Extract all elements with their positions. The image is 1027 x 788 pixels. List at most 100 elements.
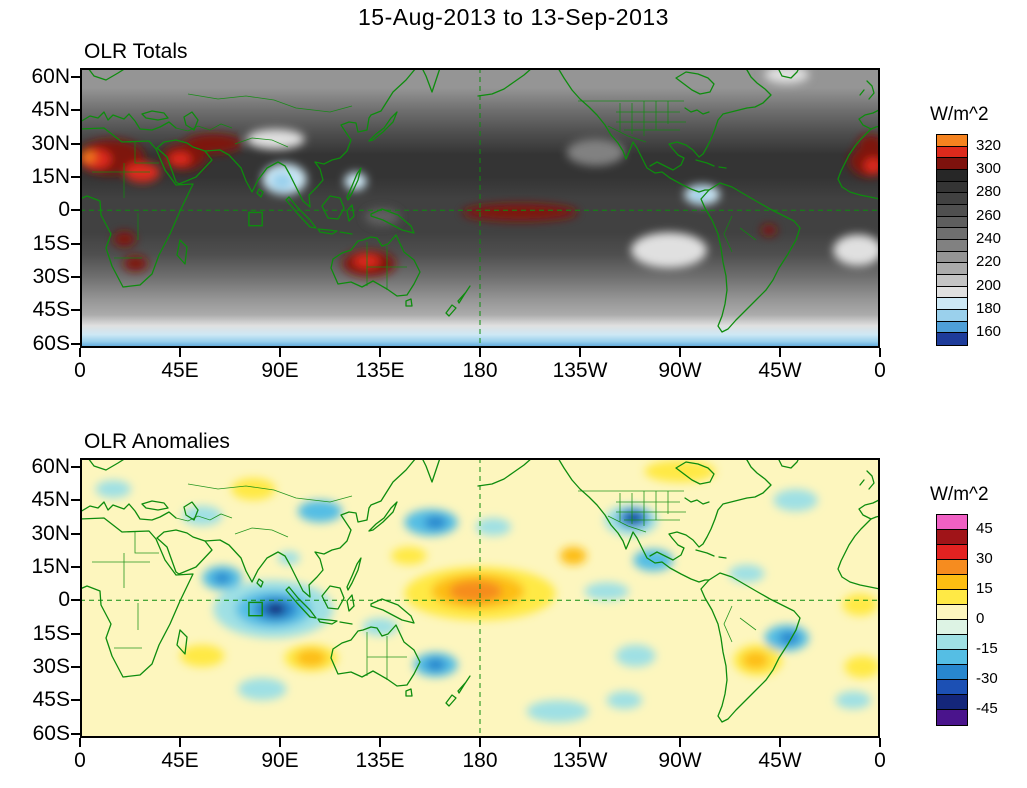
y-tick-mark <box>71 75 80 78</box>
colorbar-segment <box>937 309 967 322</box>
x-tick-mark <box>779 348 781 357</box>
x-tick-label: 0 <box>74 359 86 382</box>
x-tick-label: 135W <box>552 359 608 382</box>
x-tick-mark <box>79 738 81 747</box>
olr-anomalies-map <box>80 458 880 738</box>
x-tick-mark <box>379 348 381 357</box>
colorbar-tick-label: 240 <box>976 230 1002 247</box>
colorbar-tick-label: 160 <box>976 323 1002 341</box>
colorbar-units-anomalies: W/m^2 <box>930 484 989 505</box>
colorbar-segment <box>937 298 967 310</box>
y-tick-mark <box>71 532 80 535</box>
x-tick-mark <box>679 738 681 747</box>
x-tick-mark <box>579 738 581 747</box>
colorbar-tick-label: 220 <box>976 253 1002 271</box>
x-tick-mark <box>479 738 481 747</box>
colorbar-segment <box>937 545 967 560</box>
x-tick-mark <box>79 348 81 357</box>
map-frame <box>80 68 880 348</box>
x-tick-label: 45W <box>758 359 802 382</box>
colorbar-segment <box>937 515 967 530</box>
y-tick-mark <box>71 342 80 345</box>
x-tick-label: 0 <box>874 359 886 382</box>
x-tick-mark <box>779 738 781 747</box>
colorbar-tick-label: 320 <box>976 136 1002 154</box>
y-tick-mark <box>71 209 80 212</box>
x-tick-label: 180 <box>462 359 498 382</box>
colorbar-segment <box>937 635 967 650</box>
y-tick-label: 45S <box>32 688 70 712</box>
colorbar-tick-label: 0 <box>976 610 985 627</box>
colorbar-totals <box>936 134 968 346</box>
y-tick-label: 15N <box>31 164 70 188</box>
colorbar-segment <box>937 251 967 264</box>
x-tick-label: 90E <box>261 749 299 772</box>
x-tick-mark <box>879 348 881 357</box>
y-tick-label: 60S <box>32 331 70 355</box>
y-tick-label: 45N <box>31 98 70 122</box>
colorbar-segment <box>937 169 967 182</box>
colorbar-segment <box>937 333 967 345</box>
colorbar-segment <box>937 620 967 635</box>
field-feature-blobs <box>80 68 880 277</box>
x-tick-label: 135E <box>355 749 405 772</box>
y-tick-label: 30S <box>32 654 70 678</box>
colorbar-tick-label: 180 <box>976 300 1002 317</box>
y-tick-mark <box>71 699 80 702</box>
colorbar-segment <box>937 181 967 194</box>
x-tick-label: 0 <box>874 749 886 772</box>
colorbar-segment <box>937 695 967 710</box>
colorbar-tick-label: 45 <box>976 520 993 537</box>
x-tick-label: 90E <box>261 359 299 382</box>
colorbar-segment <box>937 204 967 217</box>
y-tick-mark <box>71 142 80 145</box>
colorbar-tick-label: 300 <box>976 160 1002 177</box>
x-tick-label: 180 <box>462 749 498 772</box>
political-borders-layer <box>92 93 757 290</box>
y-tick-label: 0 <box>58 198 70 222</box>
x-tick-mark <box>279 348 281 357</box>
y-tick-mark <box>71 465 80 468</box>
colorbar-segment <box>937 135 967 147</box>
x-tick-mark <box>679 348 681 357</box>
colorbar-tick-label: -30 <box>976 670 998 687</box>
y-tick-label: 45S <box>32 298 70 322</box>
colorbar-segment <box>937 193 967 205</box>
x-tick-mark <box>579 348 581 357</box>
x-tick-mark <box>379 738 381 747</box>
colorbar-segment <box>937 321 967 334</box>
colorbar-segment <box>937 216 967 229</box>
colorbar-tick-label: 200 <box>976 276 1002 294</box>
colorbar-segment <box>937 228 967 240</box>
x-tick-mark <box>179 348 181 357</box>
colorbar-segment <box>937 575 967 590</box>
x-tick-label: 90W <box>658 359 702 382</box>
y-tick-mark <box>71 242 80 245</box>
y-tick-mark <box>71 275 80 278</box>
panel-title-totals: OLR Totals <box>84 40 188 63</box>
y-tick-label: 30N <box>31 131 70 155</box>
y-tick-mark <box>71 665 80 668</box>
y-tick-label: 30N <box>31 521 70 545</box>
y-tick-mark <box>71 632 80 635</box>
colorbar-segment <box>937 274 967 287</box>
coastlines-layer <box>80 68 880 333</box>
colorbar-segment <box>937 590 967 605</box>
y-tick-mark <box>71 175 80 178</box>
colorbar-segment <box>937 263 967 275</box>
colorbar-segment <box>937 158 967 170</box>
y-tick-mark <box>71 309 80 312</box>
x-tick-label: 45E <box>161 749 199 772</box>
x-tick-mark <box>279 738 281 747</box>
x-tick-mark <box>879 738 881 747</box>
x-tick-label: 45W <box>758 749 802 772</box>
colorbar-segment <box>937 146 967 159</box>
colorbar-segment <box>937 650 967 665</box>
y-tick-mark <box>71 599 80 602</box>
page-title: 15-Aug-2013 to 13-Sep-2013 <box>358 4 669 30</box>
colorbar-segment <box>937 286 967 299</box>
colorbar-tick-label: 15 <box>976 580 993 597</box>
reference-gridlines <box>80 68 880 348</box>
region-highlight-box <box>248 211 263 227</box>
y-tick-mark <box>71 732 80 735</box>
